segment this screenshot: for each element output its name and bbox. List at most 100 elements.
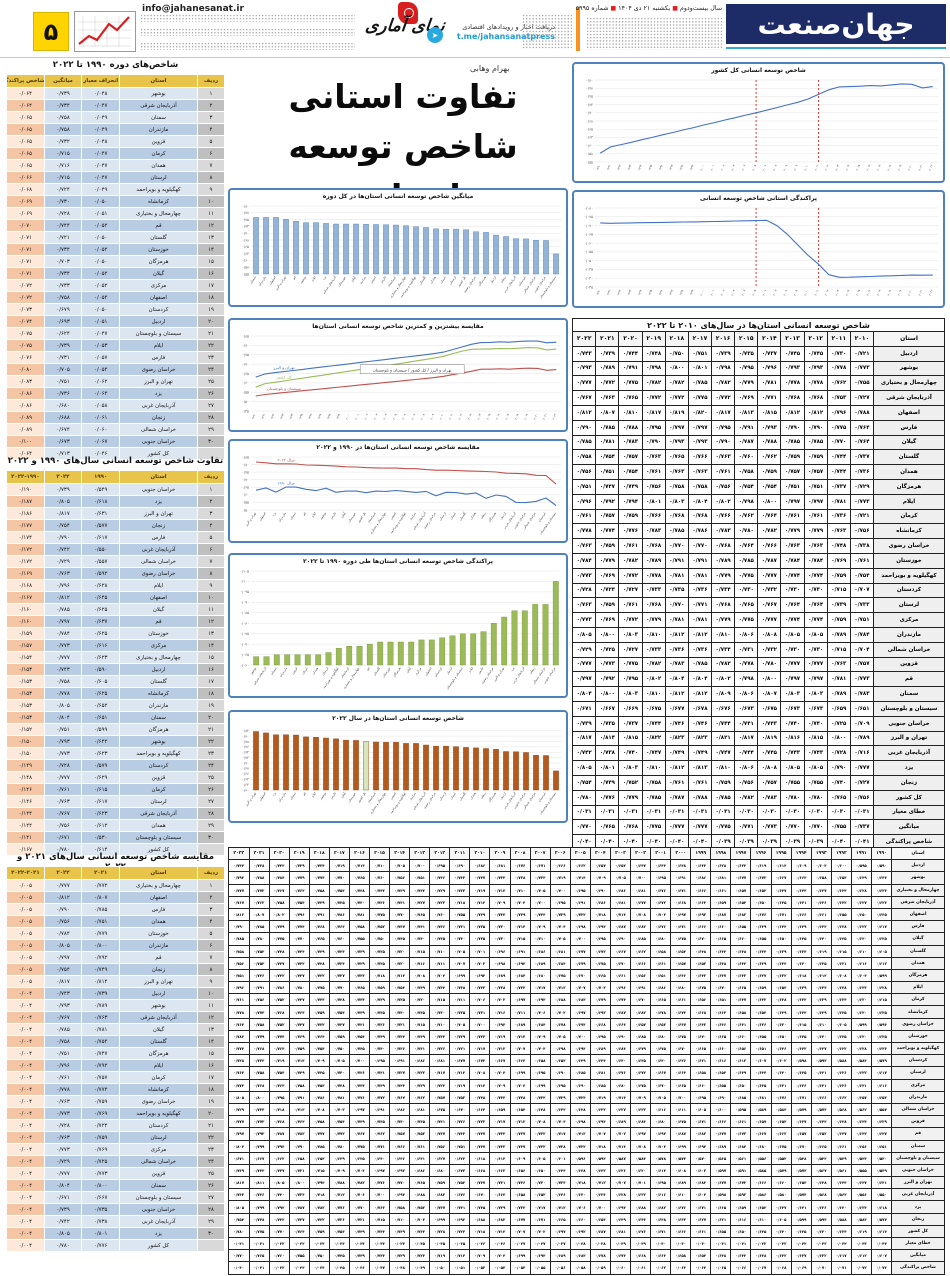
chart-title: مقایسه بیشترین و کمترین شاخص توسعه انسان… (312, 323, 484, 330)
svg-text:۰/۸۰: ۰/۸۰ (242, 734, 249, 738)
svg-text:۲۰۱۰: ۲۰۱۰ (803, 164, 809, 171)
svg-text:۱۹۹۱: ۱۹۹۱ (606, 164, 612, 171)
svg-text:۰/۷۵: ۰/۷۵ (242, 470, 249, 474)
chart-title: مقایسه شاخص توسعه انسانی استان‌ها در ۱۹۹… (316, 444, 480, 451)
svg-text:فارس: فارس (329, 791, 337, 800)
statistics-chart-icon (74, 11, 136, 52)
svg-text:۲۰۱۹: ۲۰۱۹ (523, 413, 529, 421)
svg-text:تهران و البرز / کل کشور / سیست: تهران و البرز / کل کشور / سیستان و بلوچس… (373, 367, 452, 372)
svg-text:۱۹۹۶: ۱۹۹۶ (658, 164, 664, 172)
svg-text:۲۰۰۶: ۲۰۰۶ (762, 289, 768, 297)
svg-text:گیلان: گیلان (405, 666, 412, 674)
table-row: ۹ کهگیلویه و بویراحمد ۰/۰۴۹ ۰/۷۲۴ ۰/۰۶۸ (6, 183, 225, 196)
table-header-row: ردیف استان ۱۹۹۰ ۲۰۲۲ ۲۰۲۲-۱۹۹۰ (6, 470, 225, 484)
chart-canvas: ۰/۵۵ ۰/۵۸ ۰/۶۰ ۰/۶۳ ۰/۶۵ ۰/۶۸ ۰/۷۰ ۰/۷۳ ۰/۷۵ ۰/۷۸… (230, 200, 566, 304)
contact-email[interactable]: info@jahanesanat.ir (142, 4, 244, 14)
svg-text:کردستان: کردستان (537, 511, 547, 523)
table-row: مرکزی ۰/۶۱۶ ۰/۶۲۱ ۰/۶۲۶ ۰/۶۳۱ ۰/۶۳۶ ۰/۶۴۱ ۰/۶۴۵… (228, 1078, 945, 1092)
telegram-handle[interactable]: t.me/jahansanatpress (456, 32, 555, 41)
table-row: ۶ کرمان ۰/۰۴۷ ۰/۷۱۵ ۰/۰۶۵ (6, 147, 225, 160)
svg-text:۰/۶۰: ۰/۶۰ (242, 788, 249, 792)
svg-text:۱۹۹۶: ۱۹۹۶ (307, 413, 313, 421)
table-row: ۷ همدان ۰/۰۴۷ ۰/۷۱۶ ۰/۰۶۵ (6, 159, 225, 172)
svg-text:۰/۶۵: ۰/۶۵ (586, 128, 593, 132)
table-row: ۱۰ کرمانشاه ۰/۰۵۰ ۰/۷۳۰ ۰/۰۶۹ (6, 195, 225, 208)
svg-text:اردبیل: اردبیل (489, 275, 497, 284)
svg-text:۰/۷۳: ۰/۷۳ (586, 103, 593, 107)
svg-text:۲۰۰۹: ۲۰۰۹ (793, 289, 799, 297)
svg-text:کل کشور: کل کشور (456, 275, 467, 288)
table-row: ۱۹ خراسان رضوی ۰/۷۵۹ ۰/۷۶۳ ۰/۰۰۴ (6, 1095, 225, 1108)
table-row: خوزستان ۰/۷۶۱ ۰/۷۶۹ ۰/۷۸۴ ۰/۷۸۴ ۰/۷۸۷ ۰/۷۸۵ ۰/۷… (571, 552, 945, 569)
svg-text:۱۹۹۵: ۱۹۹۵ (647, 164, 653, 172)
table-row: قزوین ۰/۶۲۹ ۰/۶۳۴ ۰/۶۳۸ ۰/۶۴۳ ۰/۶۴۷ ۰/۶۵۲ ۰/۶۵۷… (228, 1115, 945, 1129)
svg-text:۰/۷۴: ۰/۷۴ (242, 751, 249, 755)
table-row: ۳ تهران و البرز ۰/۶۳۱ ۰/۸۱۷ ۰/۱۸۶ (6, 507, 225, 520)
table-row: ۱ بوشهر ۰/۰۴۸ ۰/۷۳۹ ۰/۰۶۴ (6, 87, 225, 100)
svg-text:۰/۰۴۰: ۰/۰۴۰ (584, 277, 593, 281)
svg-text:لرستان: لرستان (438, 791, 447, 801)
svg-text:۲۰۰۱: ۲۰۰۱ (710, 289, 716, 296)
table-row: گیلان ۰/۶۲۵ ۰/۶۳۰ ۰/۶۳۵ ۰/۶۴۰ ۰/۶۴۵ ۰/۶۵۰ ۰/۶۵۵… (228, 932, 945, 946)
svg-text:۲۰۱۱: ۲۰۱۱ (814, 164, 820, 171)
table-row: ۳۰ سیستان و بلوچستان ۰/۵۳۰ ۰/۶۷۱ ۰/۱۴۱ (6, 831, 225, 844)
svg-text:فارس: فارس (329, 511, 337, 520)
paper-emblem-icon (398, 2, 418, 24)
svg-text:۰/۸۰: ۰/۸۰ (242, 463, 249, 467)
table-row: تهران و البرز ۰/۷۸۹ ۰/۸۰۰ ۰/۸۱۵ ۰/۸۱۶ ۰/۸۱۹ ۰/… (571, 730, 945, 747)
svg-text:گلستان: گلستان (418, 275, 427, 285)
svg-text:۲۰۱۵: ۲۰۱۵ (855, 164, 861, 172)
table-row: ۱ خراسان جنوبی ۰/۵۴۹ ۰/۷۳۹ ۰/۱۹۰ (6, 483, 225, 496)
svg-text:اصفهان: اصفهان (424, 666, 433, 676)
svg-text:۰/۰۸۵: ۰/۰۸۵ (240, 611, 249, 615)
table-row: ۶ مازندران ۰/۸۰۰ ۰/۸۰۵ ۰/۰۰۵ (6, 939, 225, 952)
svg-text:۱۹۹۸: ۱۹۹۸ (678, 164, 684, 172)
table-row: ۲۱ کردستان ۰/۷۲۴ ۰/۷۲۸ ۰/۰۰۴ (6, 1119, 225, 1132)
svg-text:کرمان: کرمان (301, 666, 309, 675)
table-row: ۲۸ زنجان ۰/۰۶۱ ۰/۶۸۸ ۰/۰۸۹ (6, 411, 225, 424)
svg-text:۰/۷۸: ۰/۷۸ (242, 211, 249, 215)
svg-text:۰/۶۰: ۰/۶۰ (242, 259, 249, 263)
svg-text:۱۹۹۵: ۱۹۹۵ (298, 413, 304, 421)
svg-text:۱۹۹۳: ۱۹۹۳ (626, 289, 632, 297)
svg-text:۲۰۱۳: ۲۰۱۳ (834, 289, 840, 297)
table-row: ۲۴ کردستان ۰/۵۷۹ ۰/۷۲۸ ۰/۱۴۹ (6, 759, 225, 772)
svg-text:کل کشور: کل کشور (275, 375, 292, 380)
svg-text:۲۰۱۸: ۲۰۱۸ (886, 289, 892, 297)
svg-text:همدان: همدان (311, 666, 319, 675)
svg-text:۰/۰۹۵: ۰/۰۹۵ (240, 590, 249, 594)
table-row: ۹ ایلام ۰/۶۲۸ ۰/۷۹۶ ۰/۱۶۸ (6, 579, 225, 592)
masthead-underline (726, 47, 946, 49)
svg-text:۰/۶۲: ۰/۶۲ (242, 783, 249, 787)
table-row: ۲۰ کهگیلویه و بویراحمد ۰/۷۶۹ ۰/۷۷۳ ۰/۰۰۴ (6, 1107, 225, 1120)
svg-text:۱۹۹۰: ۱۹۹۰ (595, 164, 601, 171)
svg-text:۰/۵۸: ۰/۵۸ (586, 152, 593, 156)
page-number: ۵ (33, 12, 69, 51)
svg-text:ایلام: ایلام (310, 275, 317, 282)
table-row: ۱۵ هرمزگان ۰/۷۴۷ ۰/۷۵۱ ۰/۰۰۴ (6, 1047, 225, 1060)
table-row: ۱۷ مرکزی ۰/۰۵۲ ۰/۷۳۳ ۰/۰۷۲ (6, 279, 225, 292)
svg-text:۰/۰۶۵: ۰/۰۶۵ (584, 233, 593, 237)
svg-text:سال ۲۰۲۲: سال ۲۰۲۲ (277, 457, 295, 462)
svg-text:۰/۵۵: ۰/۵۵ (242, 501, 249, 505)
table-row: ۷ خراسان شمالی ۰/۵۵۷ ۰/۷۲۹ ۰/۱۷۲ (6, 555, 225, 568)
svg-text:۰/۷۰: ۰/۷۰ (242, 232, 249, 236)
svg-text:۰/۸۰: ۰/۸۰ (242, 204, 249, 208)
svg-text:۰/۸۵: ۰/۸۵ (242, 334, 249, 338)
table-row: بوشهر ۰/۶۴۴ ۰/۶۴۹ ۰/۶۵۳ ۰/۶۵۸ ۰/۶۶۳ ۰/۶۶۷ ۰/۶۷۲… (228, 871, 945, 885)
svg-text:۲۰۰۷: ۲۰۰۷ (772, 289, 778, 297)
table-row: ۱۱ بوشهر ۰/۷۸۹ ۰/۷۹۳ ۰/۰۰۴ (6, 999, 225, 1012)
table-row: کرمانشاه ۰/۷۵۶ ۰/۷۶۳ ۰/۷۷۹ ۰/۷۷۹ ۰/۷۸۲ ۰/۷۸۰ ۰/… (571, 523, 945, 540)
svg-text:۰/۷۸: ۰/۷۸ (586, 87, 593, 91)
table-row: ۴ همدان ۰/۷۵۱ ۰/۷۵۶ ۰/۰۰۵ (6, 915, 225, 928)
table-row: ۱ چهارمحال و بختیاری ۰/۷۷۲ ۰/۷۷۷ ۰/۰۰۵ (6, 879, 225, 892)
newspaper-masthead[interactable]: جهان‌صنعت (726, 4, 946, 44)
table-row: ۴ زنجان ۰/۵۷۷ ۰/۷۵۴ ۰/۱۷۷ (6, 519, 225, 532)
svg-text:سال ۱۹۹۰: سال ۱۹۹۰ (277, 481, 295, 486)
table-row: ۱۰ اردبیل ۰/۷۳۹ ۰/۷۴۳ ۰/۰۰۴ (6, 987, 225, 1000)
svg-text:کردستان: کردستان (537, 791, 547, 803)
svg-text:گیلان: گیلان (340, 791, 347, 799)
telegram-block[interactable]: دریافت اخبار و رویدادهای اقتصادی t.me/ja… (425, 22, 575, 42)
svg-text:خوزستان: خوزستان (381, 666, 391, 678)
table-row: ۲۶ کرمان ۰/۶۱۵ ۰/۷۶۱ ۰/۱۴۶ (6, 783, 225, 796)
